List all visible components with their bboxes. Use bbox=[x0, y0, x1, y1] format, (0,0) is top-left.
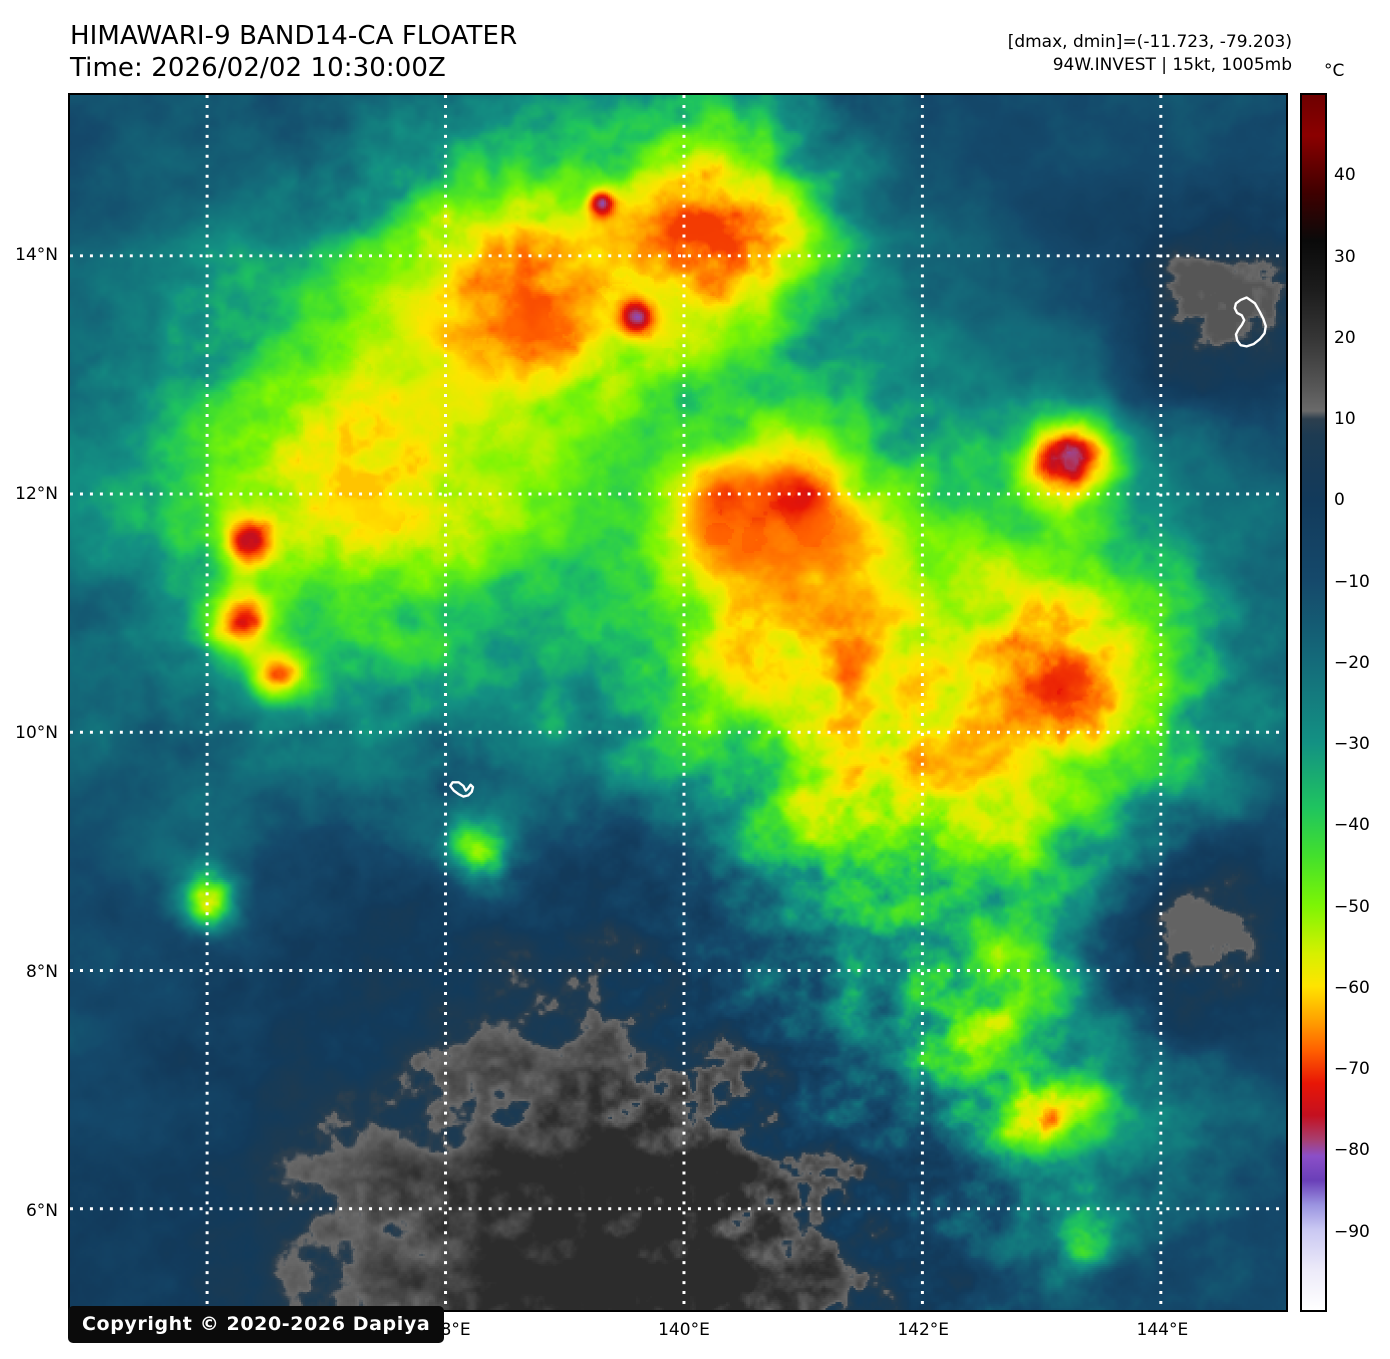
product-title: HIMAWARI-9 BAND14-CA FLOATER bbox=[70, 21, 518, 51]
colorbar-tick--70: −70 bbox=[1334, 1059, 1370, 1080]
coastline-outlines bbox=[449, 296, 1267, 798]
temperature-colorbar[interactable] bbox=[1300, 93, 1327, 1312]
page-title: HIMAWARI-9 BAND14-CA FLOATER Time: 2026/… bbox=[70, 20, 517, 84]
dmax-dmin-readout: [dmax, dmin]=(-11.723, -79.203) bbox=[1007, 32, 1292, 52]
copyright-badge: Copyright © 2020-2026 Dapiya bbox=[68, 1306, 445, 1343]
colorbar-tick--50: −50 bbox=[1334, 896, 1370, 917]
colorbar-tick--60: −60 bbox=[1334, 977, 1370, 998]
lon-tick-142: 142°E bbox=[897, 1320, 950, 1340]
yap-outline bbox=[449, 781, 475, 798]
lon-tick-144: 144°E bbox=[1136, 1320, 1189, 1340]
colorbar-tick-40: 40 bbox=[1334, 165, 1356, 186]
guam-outline bbox=[1233, 296, 1267, 348]
lat-tick-14: 14°N bbox=[15, 245, 58, 266]
metadata-block: [dmax, dmin]=(-11.723, -79.203) 94W.INVE… bbox=[1008, 31, 1292, 77]
colorbar-tick--40: −40 bbox=[1334, 815, 1370, 836]
colorbar-tick--80: −80 bbox=[1334, 1140, 1370, 1161]
lat-tick-12: 12°N bbox=[15, 484, 58, 505]
lon-tick-140: 140°E bbox=[658, 1320, 710, 1340]
product-time: Time: 2026/02/02 10:30:00Z bbox=[70, 53, 446, 83]
lat-tick-8: 8°N bbox=[25, 962, 58, 983]
colorbar-gradient bbox=[1302, 95, 1325, 1310]
colorbar-tick-20: 20 bbox=[1334, 327, 1356, 348]
storm-info-readout: 94W.INVEST | 15kt, 1005mb bbox=[1052, 55, 1292, 75]
lat-tick-6: 6°N bbox=[25, 1201, 58, 1222]
colorbar-tick--90: −90 bbox=[1334, 1221, 1370, 1242]
infrared-brightness-temperature-raster bbox=[70, 95, 1286, 1310]
satellite-image-plot[interactable] bbox=[68, 93, 1288, 1312]
colorbar-tick-10: 10 bbox=[1334, 409, 1356, 430]
colorbar-tick-0: 0 bbox=[1334, 490, 1345, 511]
map-overlay-layer bbox=[70, 95, 1286, 1310]
colorbar-unit-label: °C bbox=[1324, 61, 1345, 81]
colorbar-tick--20: −20 bbox=[1334, 652, 1370, 673]
colorbar-tick-30: 30 bbox=[1334, 246, 1356, 267]
colorbar-tick--30: −30 bbox=[1334, 734, 1370, 755]
lat-tick-10: 10°N bbox=[15, 723, 58, 744]
colorbar-tick--10: −10 bbox=[1334, 571, 1370, 592]
graticule-gridlines bbox=[70, 95, 1286, 1310]
